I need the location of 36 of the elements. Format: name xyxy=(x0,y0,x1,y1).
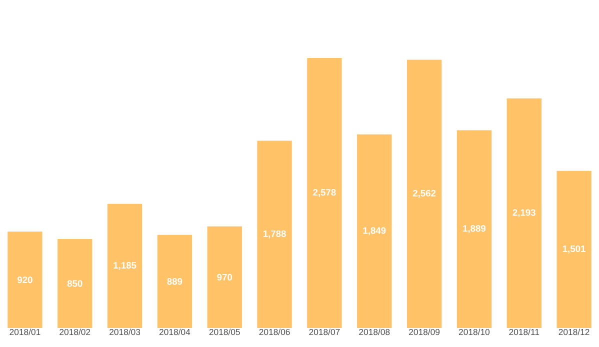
data-label: 2,193 xyxy=(512,209,536,218)
bar xyxy=(456,130,492,328)
bar xyxy=(157,234,192,328)
bar xyxy=(357,134,392,328)
data-label: 920 xyxy=(17,276,32,284)
data-label: 850 xyxy=(67,280,82,287)
x-tick-label: 2018/10 xyxy=(458,328,490,336)
bar xyxy=(307,58,342,328)
x-tick-label: 2018/08 xyxy=(359,328,390,336)
data-label: 1,501 xyxy=(562,245,586,254)
x-tick-label: 2018/06 xyxy=(259,328,290,336)
x-tick-label: 2018/05 xyxy=(209,328,240,336)
data-label: 2,578 xyxy=(313,189,336,197)
data-label: 2,562 xyxy=(412,190,436,198)
data-label: 889 xyxy=(167,278,182,285)
data-label: 970 xyxy=(217,274,232,281)
bar xyxy=(406,60,442,328)
data-label: 1,849 xyxy=(363,227,386,236)
x-tick-label: 2018/01 xyxy=(10,328,40,336)
x-tick-label: 2018/03 xyxy=(110,328,140,336)
bar xyxy=(556,170,592,328)
bar xyxy=(107,204,142,328)
bar xyxy=(506,98,542,328)
data-label: 1,788 xyxy=(263,230,286,238)
bar xyxy=(8,232,42,328)
bar xyxy=(207,226,242,328)
x-tick-label: 2018/07 xyxy=(309,328,340,336)
x-tick-label: 2018/12 xyxy=(558,328,590,336)
bar xyxy=(257,140,292,328)
x-tick-label: 2018/09 xyxy=(409,328,440,336)
bar xyxy=(58,238,92,328)
data-label: 1,889 xyxy=(463,225,486,234)
x-tick-label: 2018/02 xyxy=(60,328,90,336)
x-tick-label: 2018/11 xyxy=(509,328,540,336)
data-label: 1,185 xyxy=(114,262,136,270)
x-tick-label: 2018/04 xyxy=(159,328,190,336)
